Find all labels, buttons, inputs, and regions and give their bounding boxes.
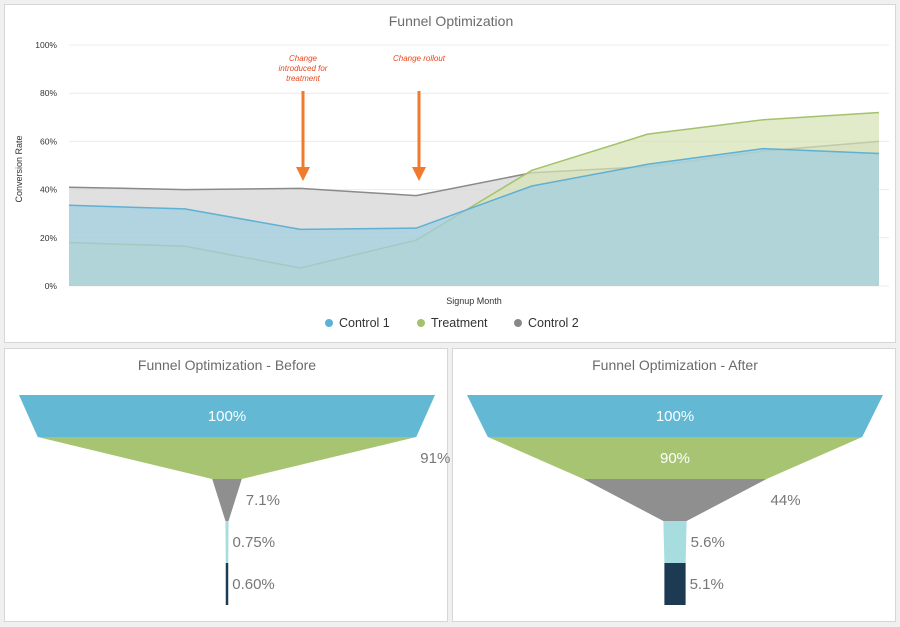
funnel-before-chart: Funnel Optimization - Before 100% 91% 7.1%…	[19, 357, 450, 605]
funnel-stage-label: 91%	[420, 450, 450, 467]
funnel-after-title: Funnel Optimization - After	[592, 357, 758, 373]
area-series-group	[68, 111, 880, 286]
y-tick-label: 0%	[45, 281, 58, 291]
funnel-after-panel: Funnel Optimization - After 100% 90% 44% 5.…	[452, 348, 896, 622]
funnel-stage-2	[487, 437, 863, 479]
annotation-arrow-head	[296, 167, 310, 181]
funnel-stage-4	[663, 521, 687, 563]
annotation-text: Change rollout	[393, 54, 446, 63]
funnel-stage-1	[19, 395, 435, 437]
funnel-stage-label: 0.75%	[233, 534, 276, 551]
funnel-stage-label: 7.1%	[246, 492, 280, 509]
y-axis-ticks: 0% 20% 40% 60% 80% 100%	[35, 40, 57, 291]
legend-marker	[417, 319, 425, 327]
y-tick-label: 20%	[40, 233, 57, 243]
chart-title: Funnel Optimization	[389, 13, 514, 29]
funnel-stage-label: 100%	[208, 408, 246, 425]
funnel-stage-label: 5.1%	[690, 576, 724, 593]
funnel-before-panel: Funnel Optimization - Before 100% 91% 7.1%…	[4, 348, 450, 622]
y-tick-label: 100%	[35, 40, 57, 50]
funnel-stage-label: 100%	[656, 408, 694, 425]
annotation-text: Change	[289, 54, 318, 63]
funnel-stage-4	[225, 521, 229, 563]
funnel-after-stages: 100% 90% 44% 5.6% 5.1%	[467, 395, 883, 605]
annotation-arrow-head	[412, 167, 426, 181]
funnel-stage-3	[212, 479, 242, 521]
y-axis-label: Conversion Rate	[14, 135, 24, 202]
funnel-stage-label: 5.6%	[691, 534, 725, 551]
y-tick-label: 60%	[40, 136, 57, 146]
legend: Control 1 Treatment Control 2	[325, 316, 579, 330]
legend-label: Control 1	[339, 316, 390, 330]
funnel-stage-3	[583, 479, 767, 521]
area-chart-panel: Funnel Optimization 0% 20% 40% 60% 80% 100% C…	[4, 4, 896, 343]
series-line-control-1	[68, 147, 880, 231]
y-tick-label: 40%	[40, 185, 57, 195]
annotation-text: treatment	[286, 74, 321, 83]
y-tick-label: 80%	[40, 88, 57, 98]
funnel-stage-1	[467, 395, 883, 437]
funnel-after-chart: Funnel Optimization - After 100% 90% 44% 5.…	[467, 357, 883, 605]
funnel-stage-label: 44%	[771, 492, 801, 509]
funnel-stage-label: 90%	[660, 450, 690, 467]
funnel-stage-2	[37, 437, 417, 479]
funnel-stage-label: 0.60%	[232, 576, 275, 593]
annotation-text: introduced for	[279, 64, 328, 73]
area-chart: Funnel Optimization 0% 20% 40% 60% 80% 100% C…	[14, 13, 889, 330]
area-fill-control-1	[69, 148, 879, 286]
legend-marker	[325, 319, 333, 327]
funnel-stage-5	[225, 563, 229, 605]
x-axis-label: Signup Month	[446, 296, 502, 306]
funnel-stage-5	[664, 563, 686, 605]
legend-label: Control 2	[528, 316, 579, 330]
funnel-before-title: Funnel Optimization - Before	[138, 357, 316, 373]
legend-label: Treatment	[431, 316, 488, 330]
funnel-before-stages: 100% 91% 7.1% 0.75% 0.60%	[19, 395, 450, 605]
legend-marker	[514, 319, 522, 327]
